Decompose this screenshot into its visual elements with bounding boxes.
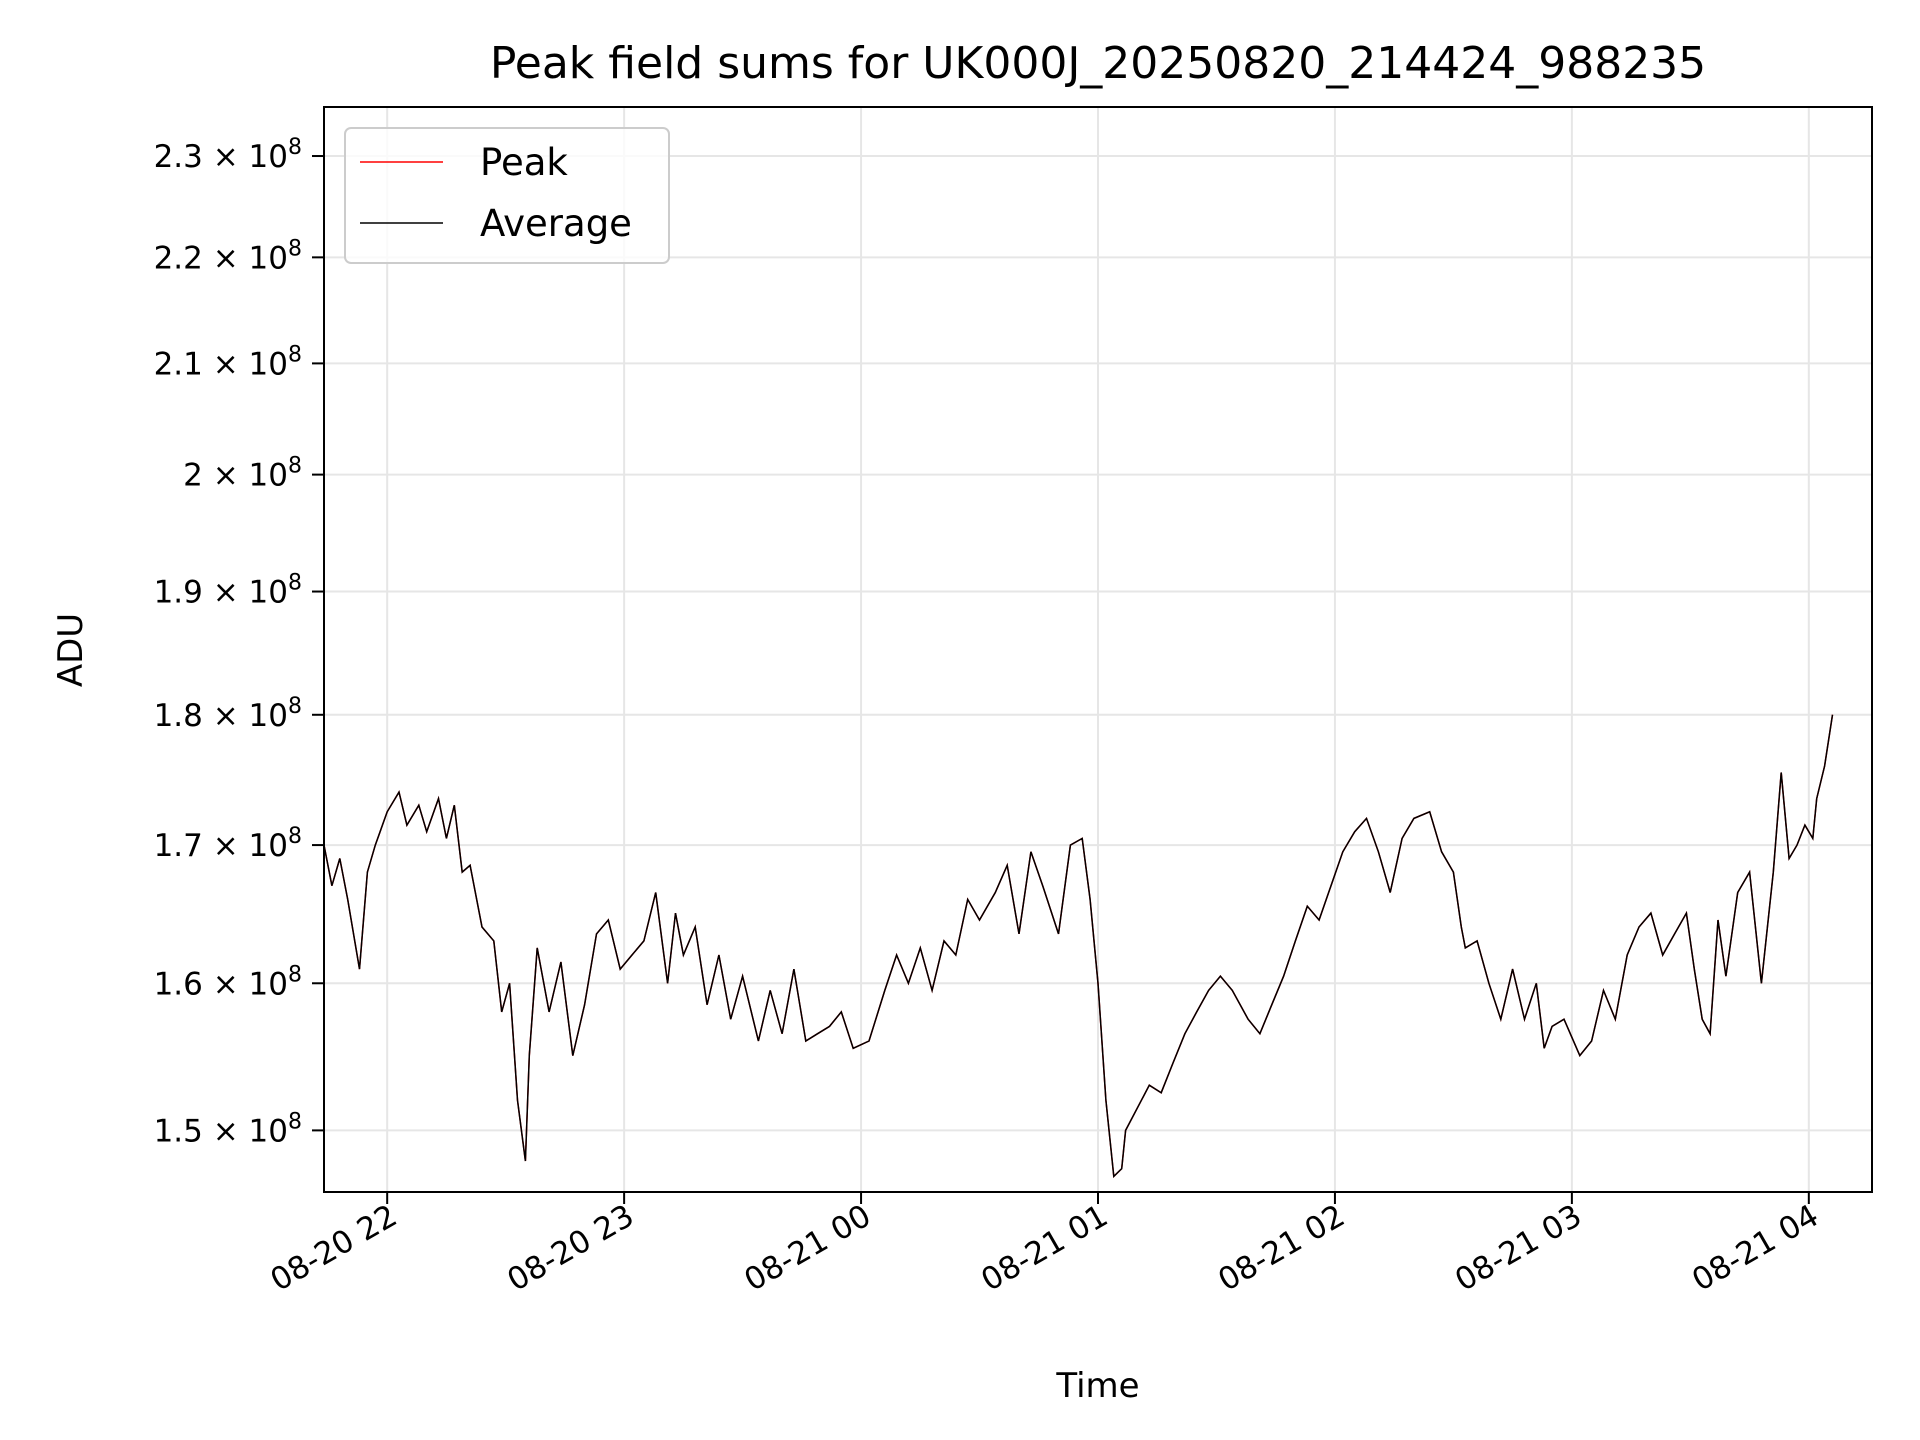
y-tick-label: 1.6 × 108 bbox=[154, 962, 302, 1002]
legend-label-peak: Peak bbox=[480, 141, 568, 184]
y-tick-label: 1.8 × 108 bbox=[154, 694, 302, 734]
chart-title: Peak field sums for UK000J_20250820_2144… bbox=[490, 38, 1706, 89]
legend-label-average: Average bbox=[480, 202, 632, 245]
y-tick-label: 2 × 108 bbox=[183, 454, 302, 494]
y-tick-label: 2.1 × 108 bbox=[154, 342, 302, 382]
y-tick-label: 1.7 × 108 bbox=[154, 824, 302, 864]
y-tick-label: 1.9 × 108 bbox=[154, 571, 302, 611]
y-tick-label: 2.3 × 108 bbox=[154, 135, 302, 175]
series-line-average bbox=[324, 714, 1834, 1179]
grid-lines bbox=[324, 107, 1872, 1192]
y-axis-label: ADU bbox=[51, 613, 91, 687]
y-axis: 1.5 × 108 1.6 × 108 1.7 × 108 1.8 × 108 1.9 … bbox=[154, 135, 324, 1149]
y-tick-label: 1.5 × 108 bbox=[154, 1109, 302, 1149]
x-axis-label: Time bbox=[1055, 1366, 1139, 1406]
plot-area bbox=[324, 714, 1834, 1179]
y-tick-label: 2.2 × 108 bbox=[154, 236, 302, 276]
legend: Peak Average bbox=[344, 127, 670, 264]
